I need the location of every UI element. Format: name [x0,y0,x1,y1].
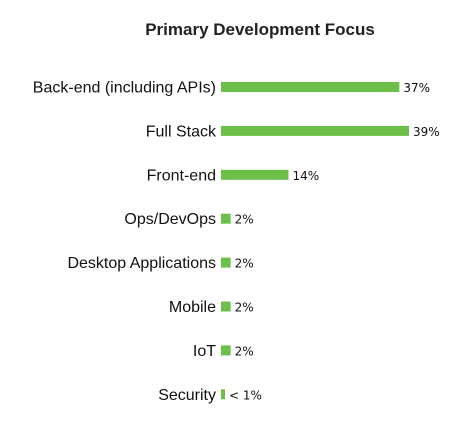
category-label: Security [158,387,216,404]
value-label: 37% [403,81,430,95]
category-label: Ops/DevOps [124,211,216,228]
category-label: Mobile [169,299,216,316]
bar [221,82,400,92]
value-label: 14% [292,169,319,183]
bar [221,169,289,180]
bar [221,213,231,224]
category-label: Back-end (including APIs) [33,80,216,97]
value-label: < 1% [229,388,262,402]
bar [221,125,409,136]
category-label: IoT [193,343,216,360]
bar [221,301,231,312]
value-label: 39% [413,125,440,139]
bars-layer: Back-end (including APIs) 37% Full Stack 39… [33,80,440,404]
category-label: Full Stack [146,123,217,140]
value-label: 2% [235,301,254,315]
value-label: 2% [235,213,254,227]
chart-title: Primary Development Focus [145,20,375,39]
category-label: Front-end [147,167,216,184]
value-label: 2% [235,344,254,358]
bar [221,389,225,400]
bar [221,345,231,356]
value-label: 2% [235,257,254,271]
bar [221,257,231,268]
category-label: Desktop Applications [67,255,216,272]
